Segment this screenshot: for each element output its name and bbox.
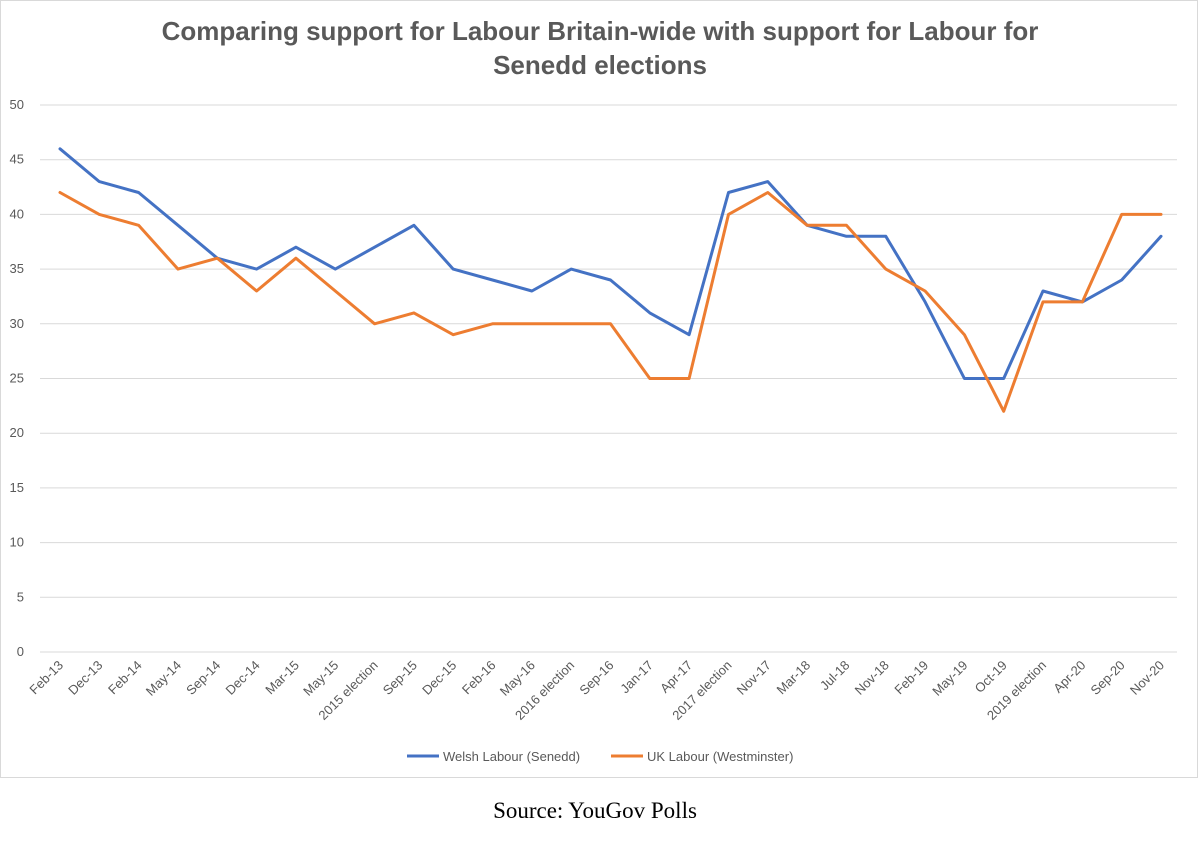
y-tick-label: 10 xyxy=(10,535,24,550)
x-tick-label: Dec-14 xyxy=(222,658,262,698)
chart-title-line-2: Senedd elections xyxy=(493,50,707,80)
x-tick-label: May-14 xyxy=(143,658,184,699)
chart-title: Comparing support for Labour Britain-wid… xyxy=(0,14,1200,82)
x-tick-label: Sep-20 xyxy=(1088,658,1128,698)
legend: Welsh Labour (Senedd) UK Labour (Westmins… xyxy=(407,749,793,764)
source-note: Source: YouGov Polls xyxy=(493,798,697,823)
x-tick-label: Apr-20 xyxy=(1050,658,1088,696)
x-tick-label: Feb-13 xyxy=(26,658,66,698)
x-tick-label: Feb-16 xyxy=(459,658,499,698)
y-axis-ticks: 0 5 10 15 20 25 30 35 40 45 50 xyxy=(10,97,24,659)
x-tick-label: Dec-15 xyxy=(419,658,459,698)
y-tick-label: 35 xyxy=(10,261,24,276)
x-tick-label: Feb-19 xyxy=(891,658,931,698)
y-tick-label: 25 xyxy=(10,371,24,386)
x-tick-label: Jan-17 xyxy=(617,658,656,697)
y-tick-label: 40 xyxy=(10,206,24,221)
x-tick-label: Nov-20 xyxy=(1127,658,1167,698)
x-tick-label: Dec-13 xyxy=(65,658,105,698)
x-tick-label: Oct-19 xyxy=(972,658,1010,696)
x-tick-label: Mar-18 xyxy=(773,658,813,698)
chart-title-line-1: Comparing support for Labour Britain-wid… xyxy=(161,16,1039,46)
x-tick-label: Apr-17 xyxy=(657,658,695,696)
x-tick-label: Sep-16 xyxy=(576,658,616,698)
y-tick-label: 30 xyxy=(10,316,24,331)
x-tick-label: Feb-14 xyxy=(105,658,145,698)
x-tick-label: Mar-15 xyxy=(262,658,302,698)
x-tick-label: Nov-17 xyxy=(734,658,774,698)
x-tick-label: Jul-18 xyxy=(817,658,853,694)
gridlines xyxy=(40,104,1177,653)
y-tick-label: 50 xyxy=(10,97,24,112)
y-tick-label: 15 xyxy=(10,480,24,495)
x-tick-label: Sep-15 xyxy=(380,658,420,698)
y-tick-label: 20 xyxy=(10,425,24,440)
x-tick-label: May-19 xyxy=(929,658,970,699)
series-line-0 xyxy=(58,147,1163,380)
series-lines xyxy=(58,147,1163,413)
chart-frame xyxy=(0,0,1198,778)
x-tick-label: Nov-18 xyxy=(852,658,892,698)
legend-label: UK Labour (Westminster) xyxy=(647,749,793,764)
y-tick-label: 45 xyxy=(10,152,24,167)
y-tick-label: 0 xyxy=(17,644,24,659)
legend-label: Welsh Labour (Senedd) xyxy=(443,749,580,764)
x-tick-label: Sep-14 xyxy=(183,658,223,698)
y-tick-label: 5 xyxy=(17,589,24,604)
